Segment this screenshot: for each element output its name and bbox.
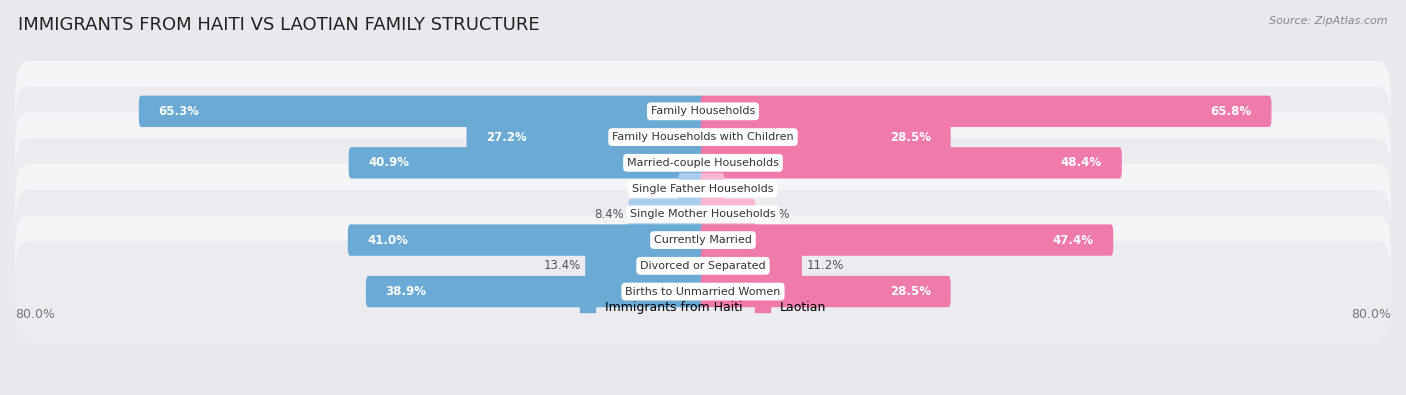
Text: 2.2%: 2.2%	[728, 182, 759, 195]
Text: Source: ZipAtlas.com: Source: ZipAtlas.com	[1270, 16, 1388, 26]
FancyBboxPatch shape	[15, 87, 1391, 188]
FancyBboxPatch shape	[700, 173, 724, 204]
FancyBboxPatch shape	[628, 199, 706, 230]
FancyBboxPatch shape	[15, 190, 1391, 291]
Text: 11.2%: 11.2%	[806, 259, 844, 272]
FancyBboxPatch shape	[678, 173, 706, 204]
Text: Single Mother Households: Single Mother Households	[630, 209, 776, 219]
Text: 80.0%: 80.0%	[15, 308, 55, 320]
Text: 65.3%: 65.3%	[159, 105, 200, 118]
Text: Single Father Households: Single Father Households	[633, 184, 773, 194]
Text: Births to Unmarried Women: Births to Unmarried Women	[626, 286, 780, 297]
Text: 28.5%: 28.5%	[890, 131, 931, 144]
FancyBboxPatch shape	[700, 276, 950, 307]
FancyBboxPatch shape	[15, 61, 1391, 162]
FancyBboxPatch shape	[15, 112, 1391, 213]
Text: 38.9%: 38.9%	[385, 285, 426, 298]
Text: Divorced or Separated: Divorced or Separated	[640, 261, 766, 271]
FancyBboxPatch shape	[467, 121, 706, 153]
Text: 28.5%: 28.5%	[890, 285, 931, 298]
FancyBboxPatch shape	[585, 250, 706, 282]
Text: 40.9%: 40.9%	[368, 156, 409, 169]
FancyBboxPatch shape	[347, 224, 706, 256]
FancyBboxPatch shape	[15, 138, 1391, 239]
FancyBboxPatch shape	[700, 250, 801, 282]
FancyBboxPatch shape	[700, 96, 1271, 127]
FancyBboxPatch shape	[349, 147, 706, 179]
Text: 13.4%: 13.4%	[544, 259, 581, 272]
FancyBboxPatch shape	[366, 276, 706, 307]
FancyBboxPatch shape	[700, 224, 1114, 256]
FancyBboxPatch shape	[15, 215, 1391, 316]
Text: 2.6%: 2.6%	[644, 182, 673, 195]
Text: 27.2%: 27.2%	[486, 131, 527, 144]
Text: Family Households with Children: Family Households with Children	[612, 132, 794, 142]
FancyBboxPatch shape	[700, 199, 755, 230]
Legend: Immigrants from Haiti, Laotian: Immigrants from Haiti, Laotian	[575, 296, 831, 319]
Text: Currently Married: Currently Married	[654, 235, 752, 245]
Text: 48.4%: 48.4%	[1062, 156, 1102, 169]
Text: 8.4%: 8.4%	[595, 208, 624, 221]
FancyBboxPatch shape	[15, 241, 1391, 342]
Text: 47.4%: 47.4%	[1053, 233, 1094, 246]
Text: 80.0%: 80.0%	[1351, 308, 1391, 320]
Text: Married-couple Households: Married-couple Households	[627, 158, 779, 168]
Text: Family Households: Family Households	[651, 106, 755, 117]
FancyBboxPatch shape	[139, 96, 706, 127]
FancyBboxPatch shape	[700, 147, 1122, 179]
Text: 41.0%: 41.0%	[367, 233, 409, 246]
FancyBboxPatch shape	[700, 121, 950, 153]
FancyBboxPatch shape	[15, 164, 1391, 265]
Text: 5.8%: 5.8%	[759, 208, 789, 221]
Text: IMMIGRANTS FROM HAITI VS LAOTIAN FAMILY STRUCTURE: IMMIGRANTS FROM HAITI VS LAOTIAN FAMILY …	[18, 16, 540, 34]
Text: 65.8%: 65.8%	[1211, 105, 1251, 118]
